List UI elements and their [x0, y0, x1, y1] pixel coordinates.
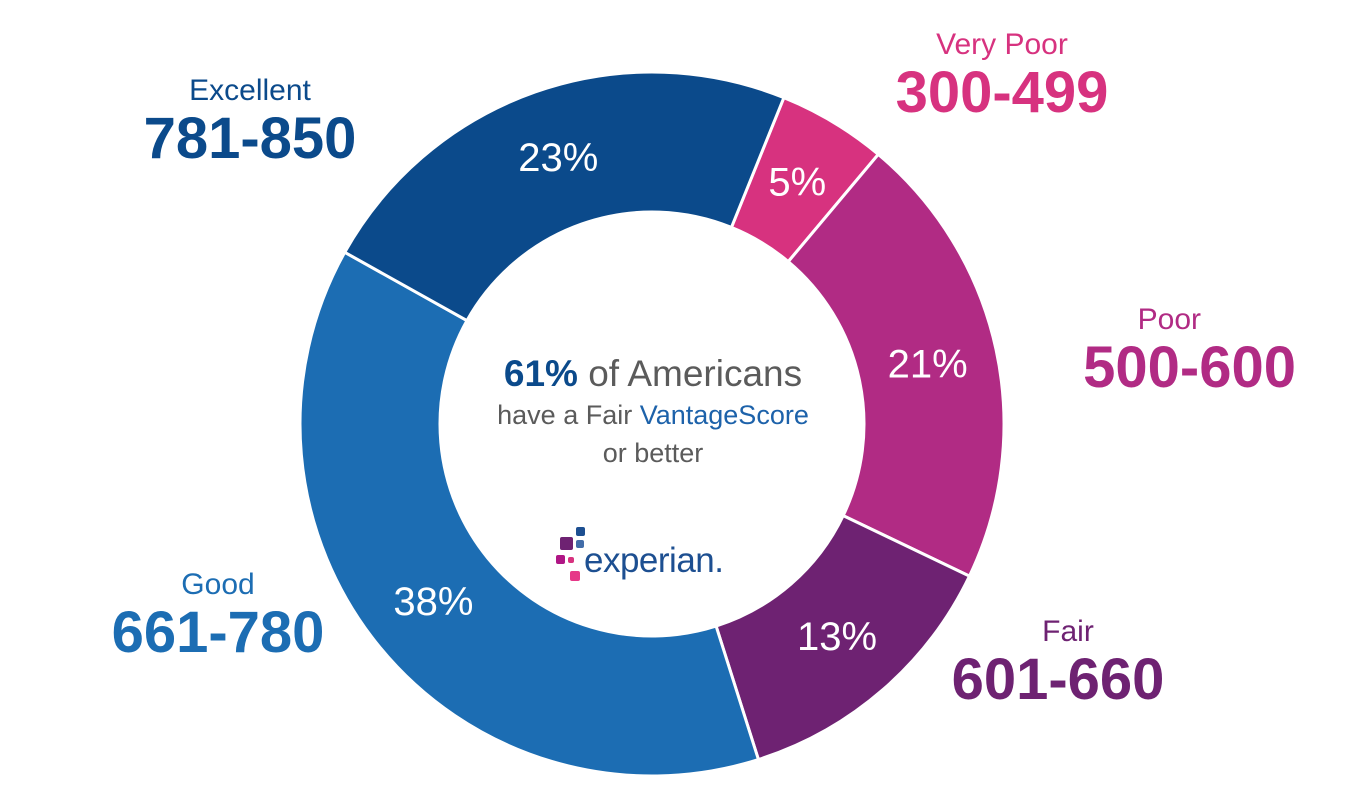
slice-label-poor: 21% — [888, 342, 968, 386]
center-line-1-rest: of Americans — [577, 353, 803, 394]
slice-label-good: 38% — [393, 580, 473, 624]
category-very-poor-range: 300-499 — [895, 60, 1109, 125]
category-good: Good 661-780 — [88, 570, 348, 662]
category-excellent-range: 781-850 — [143, 106, 357, 171]
slice-label-very-poor: 5% — [768, 160, 826, 204]
center-brand: VantageScore — [639, 400, 809, 430]
category-very-poor: Very Poor 300-499 — [862, 30, 1142, 122]
center-line-1: 61% of Americans — [443, 352, 863, 396]
category-excellent: Excellent 781-850 — [120, 76, 380, 168]
center-caption: 61% of Americans have a Fair VantageScor… — [443, 352, 863, 472]
donut-slice-poor — [786, 152, 1006, 579]
category-good-range: 661-780 — [111, 600, 325, 665]
slice-label-fair: 13% — [797, 615, 877, 659]
category-good-name: Good — [181, 568, 255, 601]
category-poor-name: Poor — [1137, 303, 1201, 336]
category-excellent-name: Excellent — [189, 74, 311, 107]
center-line-2-prefix: have a Fair — [497, 400, 640, 430]
center-line-3: or better — [602, 438, 704, 468]
center-line-2: have a Fair VantageScore — [443, 396, 863, 434]
category-fair: Fair 601-660 — [918, 617, 1198, 709]
experian-wordmark: experian. — [584, 541, 724, 580]
center-highlight: 61% — [503, 353, 578, 394]
donut-slice-good — [298, 250, 761, 778]
category-very-poor-name: Very Poor — [936, 28, 1068, 61]
donut-slice-excellent — [342, 70, 786, 323]
experian-dots-icon — [554, 527, 585, 591]
slice-label-excellent: 23% — [518, 136, 598, 180]
category-fair-range: 601-660 — [951, 647, 1165, 712]
category-poor-range: 500-600 — [1083, 335, 1296, 400]
category-poor: Poor 500-600 — [1016, 305, 1296, 397]
category-fair-name: Fair — [1042, 615, 1094, 648]
